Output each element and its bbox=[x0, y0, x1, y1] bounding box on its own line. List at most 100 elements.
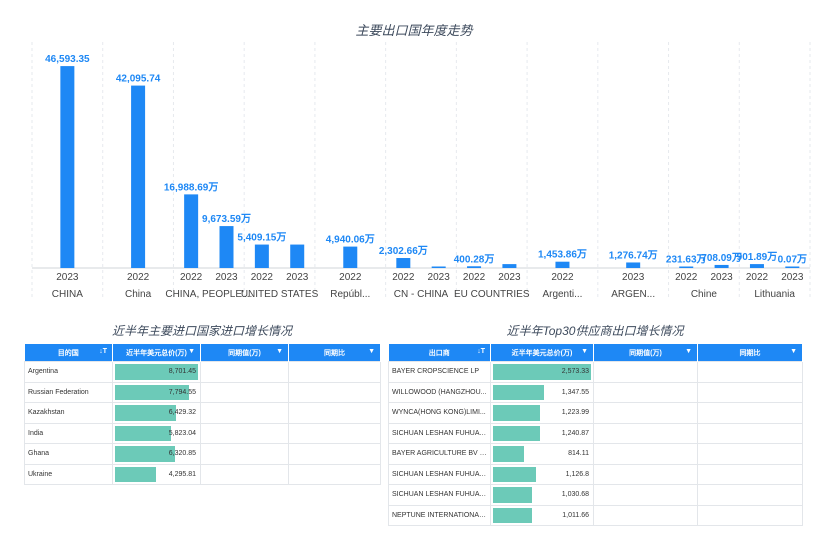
column-header-exporter[interactable]: 出口商 ↓T bbox=[388, 344, 491, 362]
yoy-cell bbox=[288, 361, 381, 383]
bar[interactable] bbox=[626, 262, 641, 268]
data-label: 231.63万 bbox=[666, 254, 707, 266]
caret-down-icon[interactable]: ▼ bbox=[368, 348, 375, 355]
table-row[interactable]: WYNCA(HONG KONG)LIMI... 1,223.99 bbox=[388, 402, 803, 424]
caret-down-icon[interactable]: ▼ bbox=[581, 348, 588, 355]
bar[interactable] bbox=[431, 266, 446, 269]
column-header-total[interactable]: 近半年美元总价(万) ▼ bbox=[112, 344, 201, 362]
yoy-cell bbox=[288, 463, 381, 485]
value-bar bbox=[493, 446, 524, 462]
caret-down-icon[interactable]: ▼ bbox=[685, 348, 692, 355]
table-row[interactable]: SICHUAN LESHAN FUHUA T... 1,126.8 bbox=[388, 463, 803, 485]
table-row[interactable]: Ukraine 4,295.81 bbox=[24, 463, 381, 485]
row-name: WYNCA(HONG KONG)LIMI... bbox=[388, 402, 491, 424]
same-period-cell bbox=[200, 463, 289, 485]
table-row[interactable]: BAYER AGRICULTURE BV HA... 814.11 bbox=[388, 443, 803, 465]
bar[interactable] bbox=[467, 266, 482, 268]
year-tick-label: 2023 bbox=[710, 272, 733, 283]
import-panel-title: 近半年主要进口国家进口增长情况 bbox=[111, 324, 292, 338]
caret-down-icon[interactable]: ▼ bbox=[790, 348, 797, 355]
bar[interactable] bbox=[396, 258, 411, 268]
bar[interactable] bbox=[555, 261, 570, 268]
data-label: 1,276.74万 bbox=[609, 249, 658, 261]
bar[interactable] bbox=[290, 244, 305, 268]
bar[interactable] bbox=[749, 264, 764, 268]
data-label: 0.07万 bbox=[778, 254, 807, 266]
row-name: Kazakhstan bbox=[24, 402, 113, 424]
column-header-yoy[interactable]: 同期比 ▼ bbox=[697, 344, 803, 362]
value-bar bbox=[115, 425, 171, 441]
column-header-destination[interactable]: 目的国 ↓T bbox=[24, 344, 113, 362]
data-label: 901.89万 bbox=[737, 251, 778, 263]
same-period-cell bbox=[200, 422, 289, 444]
value-bar bbox=[493, 507, 532, 523]
sort-icon[interactable]: ↓T bbox=[99, 348, 107, 355]
table-row[interactable]: NEPTUNE INTERNATIONAL ... 1,011.66 bbox=[388, 504, 803, 526]
value-label: 8,701.45 bbox=[168, 368, 196, 375]
value-bar-cell: 1,011.66 bbox=[490, 504, 594, 526]
column-label: 同期比 bbox=[739, 349, 761, 357]
x-tick-label: Lithuania bbox=[754, 289, 795, 300]
year-tick-label: 2022 bbox=[392, 272, 415, 283]
yoy-cell bbox=[697, 422, 803, 444]
value-bar-cell: 1,223.99 bbox=[490, 402, 594, 424]
bar[interactable] bbox=[60, 66, 75, 268]
table-row[interactable]: Kazakhstan 6,429.32 bbox=[24, 402, 381, 424]
bar[interactable] bbox=[714, 264, 729, 268]
table-row[interactable]: BAYER CROPSCIENCE LP 2,573.33 bbox=[388, 361, 803, 383]
table-row[interactable]: SICHUAN LESHAN FUHUA T... 1,030.68 bbox=[388, 484, 803, 506]
bar[interactable] bbox=[679, 266, 694, 269]
column-header-total[interactable]: 近半年美元总价(万) ▼ bbox=[490, 344, 594, 362]
bar[interactable] bbox=[785, 266, 800, 269]
caret-down-icon[interactable]: ▼ bbox=[188, 348, 195, 355]
year-tick-label: 2022 bbox=[463, 272, 486, 283]
data-label: 46,593.35 bbox=[45, 54, 90, 65]
column-label: 同期比 bbox=[324, 349, 345, 357]
table-row[interactable]: WILLOWOOD (HANGZHOU... 1,347.55 bbox=[388, 381, 803, 403]
value-bar bbox=[493, 425, 541, 441]
column-label: 出口商 bbox=[428, 349, 450, 357]
value-bar bbox=[493, 466, 536, 482]
data-label: 708.09万 bbox=[701, 252, 742, 264]
data-label: 1,453.86万 bbox=[538, 249, 587, 261]
yoy-cell bbox=[697, 484, 803, 506]
bar[interactable] bbox=[131, 85, 146, 268]
value-bar bbox=[493, 405, 540, 421]
table-row[interactable]: India 5,823.04 bbox=[24, 422, 381, 444]
column-label: 同期值(万) bbox=[629, 349, 662, 357]
yoy-cell bbox=[697, 361, 803, 383]
table-row[interactable]: Ghana 6,320.85 bbox=[24, 443, 381, 465]
row-name: India bbox=[24, 422, 113, 444]
supplier-table: 出口商 ↓T 近半年美元总价(万) ▼ 同期值(万) ▼ 同期比 ▼ BAYER CRO… bbox=[388, 344, 803, 526]
value-bar-cell: 4,295.81 bbox=[112, 463, 201, 485]
same-period-cell bbox=[593, 381, 698, 403]
same-period-cell bbox=[593, 463, 698, 485]
bar[interactable] bbox=[254, 244, 269, 268]
value-label: 814.11 bbox=[568, 450, 589, 457]
sort-icon[interactable]: ↓T bbox=[477, 348, 485, 355]
caret-down-icon[interactable]: ▼ bbox=[276, 348, 283, 355]
same-period-cell bbox=[593, 361, 698, 383]
value-label: 6,429.32 bbox=[168, 409, 196, 416]
export-trend-chart: 主要出口国年度走势 CHINA China CHINA, PEOPLE'... UNI… bbox=[31, 23, 811, 300]
x-tick-label: ARGEN... bbox=[611, 289, 655, 300]
value-label: 1,126.8 bbox=[565, 470, 589, 478]
bar[interactable] bbox=[343, 246, 358, 268]
column-header-yoy[interactable]: 同期比 ▼ bbox=[288, 344, 381, 362]
table-row[interactable]: Argentina 8,701.45 bbox=[24, 361, 381, 383]
table-row[interactable]: Russian Federation 7,794.55 bbox=[24, 381, 381, 403]
same-period-cell bbox=[593, 484, 698, 506]
value-label: 6,320.85 bbox=[168, 450, 196, 457]
bar[interactable] bbox=[219, 226, 234, 268]
bar[interactable] bbox=[502, 264, 517, 268]
yoy-cell bbox=[697, 504, 803, 526]
value-bar-cell: 1,240.87 bbox=[490, 422, 594, 444]
bar[interactable] bbox=[184, 194, 199, 268]
value-bar-cell: 2,573.33 bbox=[490, 361, 594, 383]
column-header-same-period[interactable]: 同期值(万) ▼ bbox=[593, 344, 698, 362]
value-bar bbox=[115, 364, 198, 380]
value-bar bbox=[115, 384, 190, 400]
table-row[interactable]: SICHUAN LESHAN FUHUA T... 1,240.87 bbox=[388, 422, 803, 444]
column-header-same-period[interactable]: 同期值(万) ▼ bbox=[200, 344, 289, 362]
data-label: 4,940.06万 bbox=[326, 234, 375, 246]
